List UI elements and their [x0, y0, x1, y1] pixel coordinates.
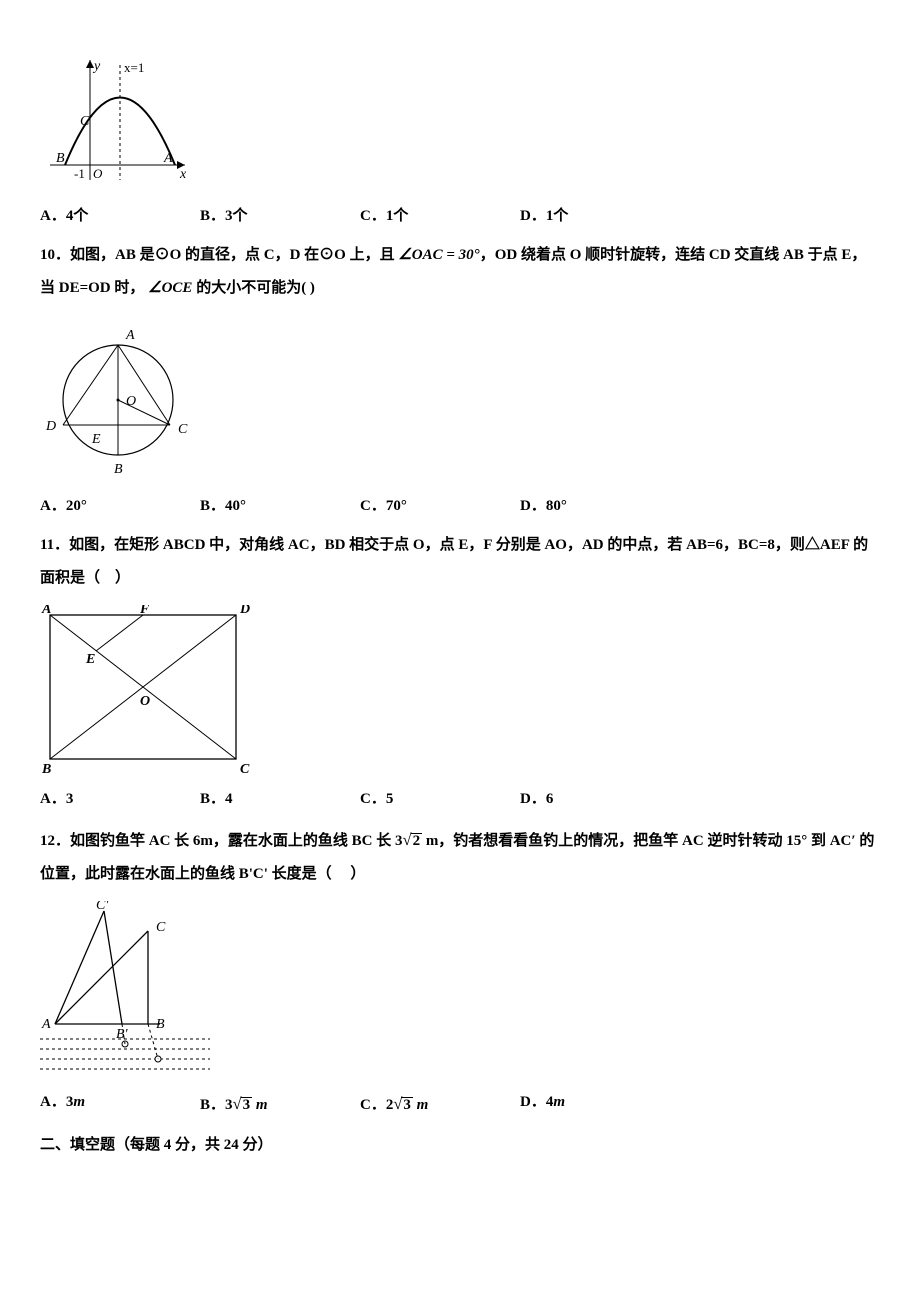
q11-text: 11．如图，在矩形 ABCD 中，对角线 AC，BD 相交于点 O，点 E，F … [40, 529, 880, 595]
q11-figure: A D B C O E F [40, 605, 250, 773]
q11-choice-a: A．3 [40, 783, 200, 816]
q10-label-c: C [178, 422, 188, 437]
q11-label-f: F [139, 605, 150, 617]
point-c-label: C [80, 114, 90, 129]
q12d-pre: D．4 [520, 1094, 553, 1110]
neg1-label: -1 [74, 166, 85, 181]
point-b-label: B [56, 151, 65, 166]
q10-angle1: ∠OAC = 30° [398, 247, 479, 263]
q12-choice-c: C．2√3 m [360, 1086, 520, 1122]
q10-suffix: 的大小不可能为( ) [192, 280, 315, 296]
q9-choice-d: D．1个 [520, 200, 680, 233]
q10-label-d: D [45, 419, 56, 434]
q10-label-b: B [114, 462, 123, 477]
q12-figure: A B C B′ C′ [40, 901, 210, 1076]
q12c-pre: C．2 [360, 1097, 393, 1113]
q10-choice-d: D．80° [520, 490, 680, 523]
q10-label-e: E [91, 432, 101, 447]
q12b-pre: B．3 [200, 1097, 233, 1113]
q12-choice-b: B．3√3 m [200, 1086, 360, 1122]
q12-label-a: A [41, 1017, 51, 1032]
q12a-pre: A．3 [40, 1094, 73, 1110]
q9-choices: A．4个 B．3个 C．1个 D．1个 [40, 200, 880, 233]
q10-prefix: 10．如图，AB 是⊙O 的直径，点 C，D 在⊙O 上，且 [40, 247, 398, 263]
section2-heading: 二、填空题（每题 4 分，共 24 分） [40, 1129, 880, 1162]
q9-choice-b: B．3个 [200, 200, 360, 233]
q10-label-a: A [125, 328, 135, 343]
q12-label-bp: B′ [116, 1027, 129, 1042]
q12-label-c: C [156, 920, 166, 935]
q11-label-o: O [140, 694, 150, 709]
axis-line-label: x=1 [124, 60, 144, 75]
q12a-post: m [73, 1094, 85, 1110]
q11-choice-d: D．6 [520, 783, 680, 816]
q12-label-cp: C′ [96, 901, 109, 913]
q12d-post: m [553, 1094, 565, 1110]
q10-figure: A B O D C E [40, 315, 200, 480]
q10-choice-b: B．40° [200, 490, 360, 523]
q12-choice-d: D．4m [520, 1086, 680, 1122]
q12b-post: m [252, 1097, 267, 1113]
q12-sqrt1: 2 [411, 833, 423, 849]
q9-figure: y x x=1 O -1 C B A [40, 50, 190, 190]
q12c-post: m [413, 1097, 428, 1113]
q12-pre: 12．如图钓鱼竿 AC 长 6m，露在水面上的鱼线 BC 长 3 [40, 833, 403, 849]
q10-choice-c: C．70° [360, 490, 520, 523]
q12-text: 12．如图钓鱼竿 AC 长 6m，露在水面上的鱼线 BC 长 3√2 m，钓者想… [40, 822, 880, 891]
q10-label-o: O [126, 394, 136, 409]
q12-choice-a: A．3m [40, 1086, 200, 1122]
origin-label: O [93, 166, 103, 181]
q10-choice-a: A．20° [40, 490, 200, 523]
q11-choice-b: B．4 [200, 783, 360, 816]
q10-angle2: ∠OCE [148, 280, 192, 296]
q11-label-e: E [85, 652, 95, 667]
q10-choices: A．20° B．40° C．70° D．80° [40, 490, 880, 523]
q11-label-b: B [41, 762, 51, 773]
q12-label-b: B [156, 1017, 165, 1032]
axis-y-label: y [92, 59, 101, 74]
q9-choice-a: A．4个 [40, 200, 200, 233]
q11-label-c: C [240, 762, 250, 773]
q12-choices: A．3m B．3√3 m C．2√3 m D．4m [40, 1086, 880, 1122]
q9-choice-c: C．1个 [360, 200, 520, 233]
q11-label-a: A [41, 605, 51, 617]
q12b-sqrt: 3 [241, 1097, 253, 1113]
q10-text: 10．如图，AB 是⊙O 的直径，点 C，D 在⊙O 上，且 ∠OAC = 30… [40, 239, 880, 305]
point-a-label: A [163, 151, 173, 166]
q11-label-d: D [239, 605, 250, 617]
q12c-sqrt: 3 [401, 1097, 413, 1113]
axis-x-label: x [179, 167, 187, 182]
q11-choice-c: C．5 [360, 783, 520, 816]
q11-choices: A．3 B．4 C．5 D．6 [40, 783, 880, 816]
